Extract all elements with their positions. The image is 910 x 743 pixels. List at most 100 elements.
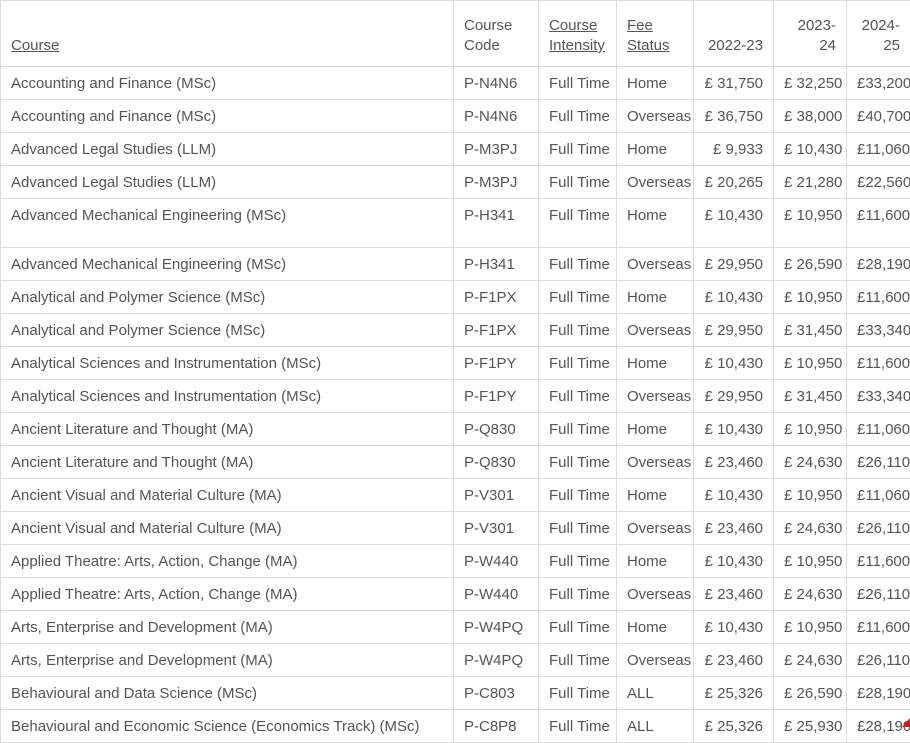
cell-course: Accounting and Finance (MSc): [1, 67, 454, 100]
cell-course-code: P-C8P8: [454, 710, 539, 743]
cell-fee-status: Overseas: [617, 166, 694, 199]
cell-y2023-24: £ 10,950: [774, 611, 847, 644]
column-header-course-intensity: Course Intensity: [539, 1, 617, 67]
cell-y2024-25: £33,340: [847, 314, 910, 347]
cell-course: Advanced Mechanical Engineering (MSc): [1, 248, 454, 281]
cell-y2023-24: £ 24,630: [774, 644, 847, 677]
cell-y2023-24: £ 21,280: [774, 166, 847, 199]
cell-course-code: P-W4PQ: [454, 644, 539, 677]
table-row: Advanced Mechanical Engineering (MSc)P-H…: [1, 199, 910, 248]
cell-course-code: P-H341: [454, 248, 539, 281]
cell-y2023-24: £ 38,000: [774, 100, 847, 133]
cell-y2022-23: £ 29,950: [694, 248, 774, 281]
cell-y2022-23: £ 23,460: [694, 512, 774, 545]
cell-course: Ancient Literature and Thought (MA): [1, 413, 454, 446]
cell-y2024-25: £11,600: [847, 545, 910, 578]
cell-y2024-25: £11,600: [847, 281, 910, 314]
cell-course-intensity: Full Time: [539, 347, 617, 380]
column-header-fee-status: Fee Status: [617, 1, 694, 67]
cell-course-code: P-F1PY: [454, 347, 539, 380]
table-header: Course Course Code Course Intensity Fee Sta…: [1, 1, 910, 67]
cell-course-intensity: Full Time: [539, 677, 617, 710]
cell-course: Arts, Enterprise and Development (MA): [1, 644, 454, 677]
cell-y2022-23: £ 25,326: [694, 710, 774, 743]
cell-y2023-24: £ 26,590: [774, 248, 847, 281]
cell-course-intensity: Full Time: [539, 199, 617, 248]
table-row: Ancient Visual and Material Culture (MA)…: [1, 512, 910, 545]
cell-fee-status: Overseas: [617, 100, 694, 133]
sort-link-course-intensity[interactable]: Course Intensity: [549, 17, 605, 54]
cell-y2022-23: £ 10,430: [694, 281, 774, 314]
cell-course-code: P-Q830: [454, 446, 539, 479]
column-header-y2024-25: 2024-25: [847, 1, 910, 67]
cell-course-code: P-N4N6: [454, 100, 539, 133]
cell-course-code: P-W440: [454, 578, 539, 611]
cell-y2022-23: £ 9,933: [694, 133, 774, 166]
cell-y2023-24: £ 25,930: [774, 710, 847, 743]
cell-y2023-24: £ 24,630: [774, 578, 847, 611]
cell-course: Analytical Sciences and Instrumentation …: [1, 347, 454, 380]
cell-course-intensity: Full Time: [539, 710, 617, 743]
cell-course: Applied Theatre: Arts, Action, Change (M…: [1, 545, 454, 578]
table-row: Analytical Sciences and Instrumentation …: [1, 347, 910, 380]
cell-fee-status: Overseas: [617, 578, 694, 611]
cell-course: Ancient Visual and Material Culture (MA): [1, 512, 454, 545]
cell-course: Applied Theatre: Arts, Action, Change (M…: [1, 578, 454, 611]
cell-course: Advanced Mechanical Engineering (MSc): [1, 199, 454, 248]
column-header-course-code: Course Code: [454, 1, 539, 67]
cell-y2023-24: £ 31,450: [774, 380, 847, 413]
cell-course-code: P-H341: [454, 199, 539, 248]
cell-course-intensity: Full Time: [539, 380, 617, 413]
cell-fee-status: Home: [617, 133, 694, 166]
cell-fee-status: Home: [617, 67, 694, 100]
cell-y2023-24: £ 24,630: [774, 512, 847, 545]
cell-y2024-25: £28,190: [847, 710, 910, 743]
cell-y2024-25: £33,340: [847, 380, 910, 413]
cell-fee-status: Overseas: [617, 644, 694, 677]
table-row: Ancient Visual and Material Culture (MA)…: [1, 479, 910, 512]
cell-y2024-25: £33,200: [847, 67, 910, 100]
cell-fee-status: Overseas: [617, 314, 694, 347]
cell-course-intensity: Full Time: [539, 446, 617, 479]
cell-y2024-25: £26,110: [847, 644, 910, 677]
cell-y2022-23: £ 23,460: [694, 644, 774, 677]
table-row: Applied Theatre: Arts, Action, Change (M…: [1, 578, 910, 611]
cell-y2023-24: £ 24,630: [774, 446, 847, 479]
cell-course-intensity: Full Time: [539, 512, 617, 545]
table-row: Ancient Literature and Thought (MA)P-Q83…: [1, 446, 910, 479]
cell-course-intensity: Full Time: [539, 314, 617, 347]
cell-y2024-25: £11,060: [847, 133, 910, 166]
sort-link-fee-status[interactable]: Fee Status: [627, 17, 670, 54]
cell-fee-status: Overseas: [617, 248, 694, 281]
table-row: Ancient Literature and Thought (MA)P-Q83…: [1, 413, 910, 446]
cell-y2023-24: £ 10,430: [774, 133, 847, 166]
cell-y2022-23: £ 29,950: [694, 314, 774, 347]
cell-fee-status: Home: [617, 479, 694, 512]
cell-course-code: P-F1PX: [454, 314, 539, 347]
cell-course: Accounting and Finance (MSc): [1, 100, 454, 133]
column-header-y2023-24: 2023-24: [774, 1, 847, 67]
sort-link-course[interactable]: Course: [11, 37, 59, 54]
cell-course-code: P-W440: [454, 545, 539, 578]
cell-course-code: P-W4PQ: [454, 611, 539, 644]
cell-y2022-23: £ 10,430: [694, 611, 774, 644]
cell-y2023-24: £ 32,250: [774, 67, 847, 100]
cell-course: Advanced Legal Studies (LLM): [1, 166, 454, 199]
table-row: Arts, Enterprise and Development (MA)P-W…: [1, 611, 910, 644]
cell-course: Ancient Visual and Material Culture (MA): [1, 479, 454, 512]
cell-course: Analytical and Polymer Science (MSc): [1, 281, 454, 314]
cell-y2023-24: £ 10,950: [774, 545, 847, 578]
cell-course: Analytical Sciences and Instrumentation …: [1, 380, 454, 413]
cell-y2022-23: £ 10,430: [694, 545, 774, 578]
table-row: Behavioural and Data Science (MSc)P-C803…: [1, 677, 910, 710]
cell-y2022-23: £ 10,430: [694, 199, 774, 248]
table-row: Applied Theatre: Arts, Action, Change (M…: [1, 545, 910, 578]
cell-course: Behavioural and Data Science (MSc): [1, 677, 454, 710]
cell-y2024-25: £26,110: [847, 446, 910, 479]
cell-y2024-25: £28,190: [847, 677, 910, 710]
table-row: Behavioural and Economic Science (Econom…: [1, 710, 910, 743]
cell-y2022-23: £ 23,460: [694, 578, 774, 611]
